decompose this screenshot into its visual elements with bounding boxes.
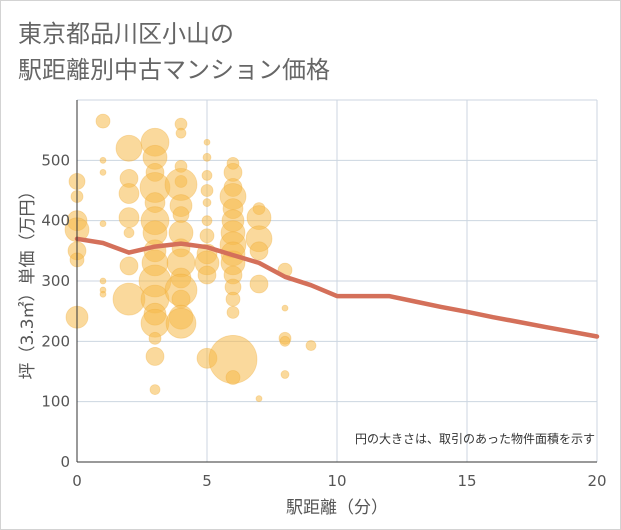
bubble-point: [115, 134, 143, 162]
bubble-point: [225, 370, 241, 385]
chart-title: 東京都品川区小山の 駅距離別中古マンション価格: [18, 16, 330, 88]
bubble-point: [201, 170, 213, 181]
x-tick-label: 0: [72, 472, 82, 490]
bubble-point: [145, 347, 165, 366]
x-axis-title: 駅距離（分）: [286, 498, 388, 518]
chart-title-line-1: 東京都品川区小山の: [18, 20, 234, 48]
bubble-point: [202, 198, 212, 207]
bubble-point: [165, 307, 197, 339]
bubble-point: [279, 335, 291, 347]
bubble-point: [197, 265, 217, 285]
bubble-point: [118, 183, 140, 204]
bubble-point: [249, 274, 269, 294]
bubble-point: [305, 340, 317, 351]
bubble-point: [118, 207, 140, 229]
bubble-point: [280, 370, 290, 379]
bubble-point: [99, 220, 107, 228]
bubble-point: [226, 305, 240, 319]
bubble-point: [200, 184, 214, 197]
y-tick-label: 100: [41, 393, 70, 411]
bubble-size-note: 円の大きさは、取引のあった物件面積を示す: [355, 431, 595, 446]
bubble-point: [123, 227, 135, 239]
x-tick-label: 15: [457, 472, 476, 490]
y-tick-label: 400: [41, 212, 70, 230]
bubble-point: [99, 156, 107, 164]
bubble-point: [99, 290, 107, 298]
bubble-point: [202, 152, 212, 162]
average-price-line: [74, 236, 600, 339]
bubble-point: [119, 256, 139, 276]
bubble-point: [175, 127, 187, 139]
bubble-point: [201, 215, 213, 227]
bubble-layer: [64, 113, 317, 403]
bubble-point: [255, 395, 263, 403]
bubble-point: [99, 168, 107, 176]
y-tick-label: 200: [41, 332, 70, 350]
bubble-point: [172, 206, 190, 224]
bubble-point: [281, 304, 289, 312]
y-tick-label: 500: [41, 151, 70, 169]
bubble-point: [99, 277, 107, 285]
bubble-point: [95, 113, 111, 129]
x-tick-label: 5: [202, 472, 212, 490]
axes: 0 100 200 300 400 500 0 5 10 15 20: [41, 100, 607, 490]
bubble-point: [249, 241, 269, 261]
y-tick-label: 0: [60, 453, 70, 471]
chart-title-line-2: 駅距離別中古マンション価格: [18, 56, 330, 84]
trend-line-layer: [74, 236, 600, 339]
y-axis-title: 坪（3.3㎡）単価（万円）: [18, 182, 38, 379]
x-tick-label: 20: [587, 472, 606, 490]
bubble-point: [149, 384, 161, 396]
bubble-point: [199, 228, 215, 244]
x-tick-label: 10: [327, 472, 346, 490]
y-tick-label: 300: [41, 272, 70, 290]
bubble-point: [203, 138, 211, 146]
bubble-point: [225, 291, 241, 307]
bubble-point: [148, 331, 162, 345]
